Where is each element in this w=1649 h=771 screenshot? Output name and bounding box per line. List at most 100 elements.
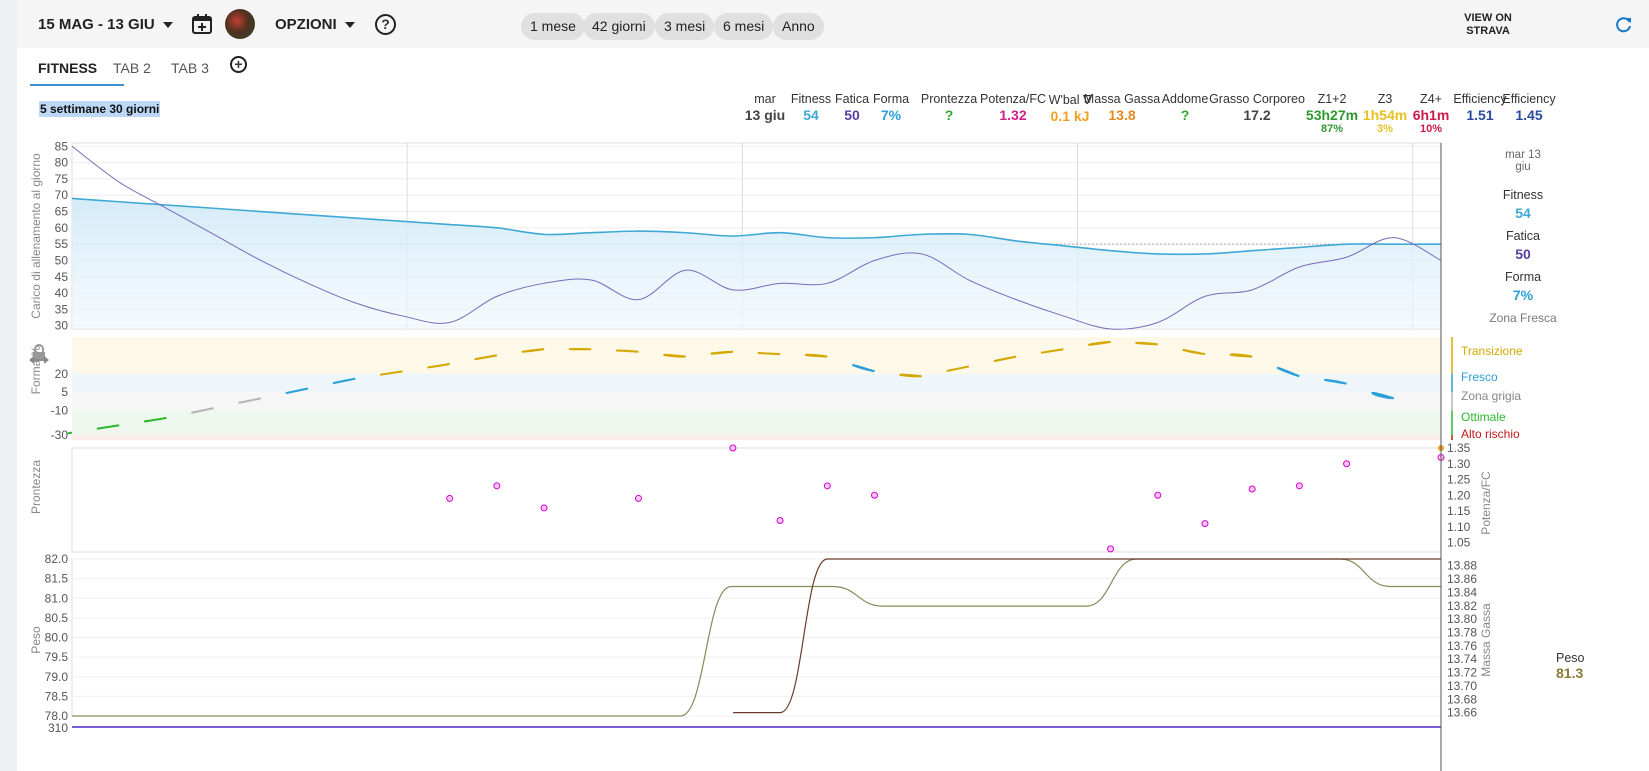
forma-line-segment (521, 348, 545, 353)
stat-label: Fitness (790, 92, 832, 106)
potenza-fc-point (823, 482, 831, 490)
stat-label: mar (754, 92, 776, 106)
forma-line-segment (474, 354, 498, 361)
fitness-line (71, 197, 1441, 256)
options-menu[interactable]: OPZIONI (275, 16, 355, 33)
forma-line-segment (96, 424, 120, 430)
resize-horizontal-icon[interactable] (29, 352, 49, 370)
stat-label: Grasso Corporeo (1209, 92, 1305, 106)
forma-line-segment (1088, 340, 1111, 346)
side-forma-label: Forma (1504, 270, 1542, 284)
chart4-y2-tick: 13.78 (1447, 625, 1477, 639)
chip-1-mese[interactable]: 1 mese (521, 13, 585, 40)
bottom-y-tick: 310 (48, 721, 68, 735)
chart3-y2-tick: 1.10 (1447, 520, 1471, 534)
forma-line-segment (804, 353, 828, 358)
refresh-icon[interactable] (1615, 16, 1633, 39)
chart1-y-axis-title: Carico di allenamento al giorno (29, 153, 43, 319)
forma-line-segment (899, 373, 922, 378)
chip-3-mesi[interactable]: 3 mesi (655, 13, 715, 40)
forma-line-segment (993, 355, 1017, 362)
potenza-fc-point (729, 444, 737, 452)
forma-line-segment (1135, 341, 1158, 346)
chart1-y-tick: 35 (55, 302, 69, 316)
chart3-frame (71, 447, 1442, 553)
potenza-fc-point (1248, 485, 1256, 493)
massa-gassa-line (732, 558, 1441, 714)
stat-value: 53h27m (1305, 107, 1359, 123)
view-on-strava-button[interactable]: VIEW ON STRAVA (1458, 12, 1518, 38)
forma-line-segment (1324, 378, 1347, 385)
potenza-fc-point (1343, 460, 1351, 468)
forma-line-segment (663, 353, 686, 358)
side-peso-label: Peso (1556, 651, 1585, 665)
stat-value: 1.45 (1515, 107, 1543, 123)
chart4-y-tick: 81.0 (45, 591, 69, 605)
chart4-y2-tick: 13.88 (1447, 559, 1477, 573)
stat-value: 13.8 (1108, 107, 1136, 123)
chip-anno[interactable]: Anno (773, 13, 824, 40)
add-circle-icon[interactable]: + (230, 56, 247, 73)
zone-ottimale (72, 410, 1441, 436)
stat-label: Massa Gassa (1083, 92, 1161, 106)
tab-fitness[interactable]: FITNESS (38, 60, 98, 76)
stat-efficiency-2: Efficiency 1.45 (1502, 92, 1555, 123)
chart1-y-tick: 45 (55, 270, 69, 284)
fitness-area (72, 198, 1441, 329)
stat-label: Z4+ (1420, 92, 1442, 106)
stat-label: Efficiency (1453, 92, 1507, 106)
stat-value: 50 (844, 107, 860, 123)
stat-percent: 87% (1320, 123, 1344, 135)
forma-line-segment (67, 431, 73, 435)
stat-label: Z1+2 (1317, 92, 1347, 106)
chart1-y-tick: 30 (55, 319, 69, 333)
forma-line-segment (1371, 391, 1395, 400)
avatar[interactable] (225, 9, 255, 39)
chart2-y-tick: 5 (61, 385, 68, 399)
chart3-y2-axis-title: Potenza/FC (1479, 471, 1493, 535)
stat-value: 7% (880, 107, 902, 123)
calendar-add-icon[interactable] (191, 13, 213, 40)
stat-efficiency: Efficiency 1.51 (1453, 92, 1506, 123)
chart4-y-tick: 80.0 (45, 631, 69, 645)
chart3-y2-tick: 1.15 (1447, 504, 1471, 518)
legend-alto-rischio: Alto rischio (1461, 427, 1520, 441)
stat-z3: Z3 1h54m 3% (1363, 92, 1407, 135)
side-peso-value: 81.3 (1556, 665, 1584, 681)
chart4-y2-tick: 13.66 (1447, 706, 1477, 720)
chart4-y2-tick: 13.86 (1447, 572, 1477, 586)
date-range-selector[interactable]: 15 MAG - 13 GIU (38, 16, 173, 33)
chart4-y2-tick: 13.76 (1447, 639, 1477, 653)
chip-42-giorni[interactable]: 42 giorni (583, 13, 655, 40)
charts-area: 85 80 75 70 65 60 55 50 45 40 35 30 Carico di allena… (29, 139, 1493, 771)
forma-line-segment (144, 416, 167, 423)
forma-line-segment (1276, 366, 1300, 378)
stat-grasso-corporeo: Grasso Corporeo 17.2 (1209, 92, 1305, 123)
chip-6-mesi[interactable]: 6 mesi (714, 13, 774, 40)
top-toolbar: 15 MAG - 13 GIU OPZIONI ? 1 mese 42 gior… (17, 0, 1649, 48)
chart1-y-tick: 40 (55, 286, 69, 300)
chart4-y-tick: 80.5 (45, 611, 69, 625)
forma-line-segment (757, 352, 781, 356)
stat-value: ? (944, 107, 954, 123)
chart4-y2-tick: 13.74 (1447, 652, 1477, 666)
chart4-y2-tick: 13.70 (1447, 679, 1477, 693)
tab-2[interactable]: TAB 2 (113, 60, 151, 76)
stat-percent: 10% (1419, 123, 1443, 135)
tab-bar: FITNESS TAB 2 TAB 3 + (17, 50, 1649, 86)
legend-zona-grigia: Zona grigia (1461, 389, 1522, 403)
help-circle-icon[interactable]: ? (375, 14, 396, 35)
side-fitness: Fitness 54 (1473, 188, 1573, 221)
zone-alto-rischio (72, 435, 1441, 440)
stat-value: 54 (803, 107, 819, 123)
forma-line-segment (851, 364, 875, 373)
stat-value: 13 giu (744, 107, 786, 123)
stat-fatica: Fatica 50 (835, 92, 869, 123)
chart1-y-tick: 50 (55, 253, 69, 267)
stat-value: 17.2 (1243, 107, 1271, 123)
forma-line-segment (238, 397, 262, 404)
stat-massa-gassa: Massa Gassa 13.8 (1084, 92, 1160, 123)
tab-3[interactable]: TAB 3 (171, 60, 209, 76)
lock-icon[interactable] (31, 344, 47, 367)
chart3-y2-tick: 1.25 (1447, 473, 1471, 487)
